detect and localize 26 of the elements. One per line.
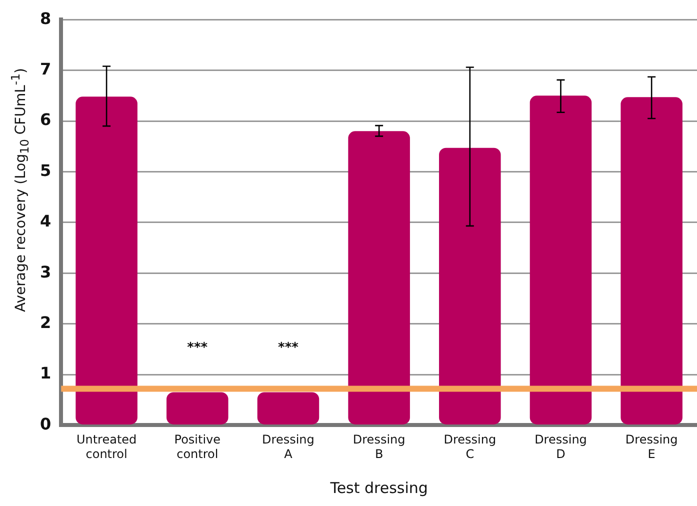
bar bbox=[166, 392, 228, 424]
x-axis-title: Test dressing bbox=[329, 478, 428, 497]
bar bbox=[76, 96, 138, 424]
x-tick-label: Dressing D bbox=[534, 432, 587, 461]
y-tick-label: 0 bbox=[40, 414, 52, 434]
bar bbox=[348, 131, 410, 424]
x-tick-label: Positive control bbox=[174, 432, 221, 461]
y-tick-label: 2 bbox=[40, 312, 52, 332]
x-tick-label: Untreated control bbox=[76, 432, 137, 461]
y-tick-label: 6 bbox=[40, 110, 52, 130]
annotation: *** bbox=[187, 340, 208, 356]
y-tick-label: 3 bbox=[40, 262, 52, 282]
y-tick-label: 7 bbox=[40, 59, 52, 78]
y-tick-label: 8 bbox=[40, 8, 52, 28]
y-tick-label: 4 bbox=[40, 212, 52, 231]
annotation: *** bbox=[278, 340, 299, 356]
bar bbox=[257, 392, 320, 424]
x-tick-label: Dressing E bbox=[625, 432, 678, 461]
bar bbox=[439, 148, 501, 424]
bar bbox=[620, 97, 682, 424]
y-tick-label: 5 bbox=[40, 160, 52, 180]
bar bbox=[530, 96, 592, 424]
y-tick-label: 1 bbox=[40, 364, 52, 383]
x-tick-label: Dressing B bbox=[352, 432, 406, 461]
x-tick-label: Dressing A bbox=[262, 432, 314, 461]
x-tick-label: Dressing C bbox=[444, 432, 496, 461]
